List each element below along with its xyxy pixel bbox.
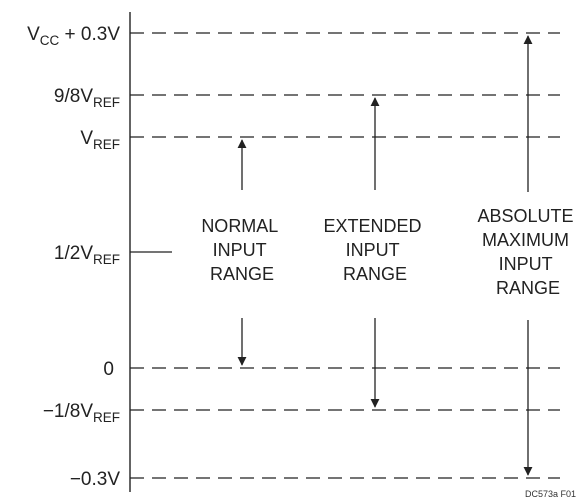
level-label-vref: VREF (80, 128, 120, 152)
figure-id: DC573a F01 (525, 489, 576, 499)
level-label-minus-0-3v: −0.3V (70, 469, 121, 490)
level-label-9-8-vref: 9/8VREF (54, 86, 120, 110)
absolute-max-input-range-label: ABSOLUTE MAXIMUM INPUT RANGE (477, 206, 578, 298)
level-label-vcc-plus-0-3v: VCC + 0.3V (27, 24, 120, 48)
extended-input-range-label: EXTENDED INPUT RANGE (323, 216, 426, 284)
level-label-zero: 0 (103, 359, 114, 380)
normal-input-range-label: NORMAL INPUT RANGE (201, 216, 282, 284)
level-label-1-2-vref: 1/2VREF (54, 243, 120, 267)
level-label-minus-1-8-vref: −1/8VREF (43, 401, 120, 425)
